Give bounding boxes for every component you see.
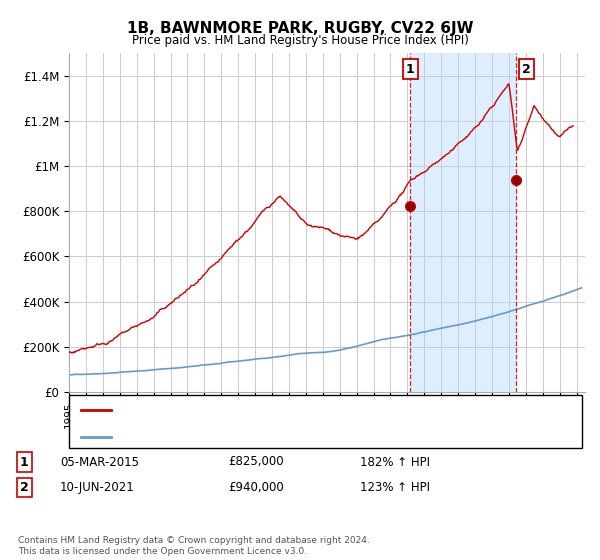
Text: £940,000: £940,000 — [228, 480, 284, 494]
Text: 1: 1 — [406, 63, 415, 76]
Text: Price paid vs. HM Land Registry's House Price Index (HPI): Price paid vs. HM Land Registry's House … — [131, 34, 469, 46]
Text: 1: 1 — [20, 455, 28, 469]
Text: 182% ↑ HPI: 182% ↑ HPI — [360, 455, 430, 469]
Text: £825,000: £825,000 — [228, 455, 284, 469]
Text: 2: 2 — [20, 480, 28, 494]
Text: 05-MAR-2015: 05-MAR-2015 — [60, 455, 139, 469]
Text: Contains HM Land Registry data © Crown copyright and database right 2024.
This d: Contains HM Land Registry data © Crown c… — [18, 536, 370, 556]
Text: HPI: Average price, detached house, Rugby: HPI: Average price, detached house, Rugb… — [117, 432, 359, 442]
Bar — [410, 53, 517, 392]
Text: 2: 2 — [522, 63, 531, 76]
Text: 1B, BAWNMORE PARK, RUGBY, CV22 6JW (detached house): 1B, BAWNMORE PARK, RUGBY, CV22 6JW (deta… — [117, 405, 446, 416]
Text: 123% ↑ HPI: 123% ↑ HPI — [360, 480, 430, 494]
Text: 10-JUN-2021: 10-JUN-2021 — [60, 480, 135, 494]
Text: 1B, BAWNMORE PARK, RUGBY, CV22 6JW: 1B, BAWNMORE PARK, RUGBY, CV22 6JW — [127, 21, 473, 36]
